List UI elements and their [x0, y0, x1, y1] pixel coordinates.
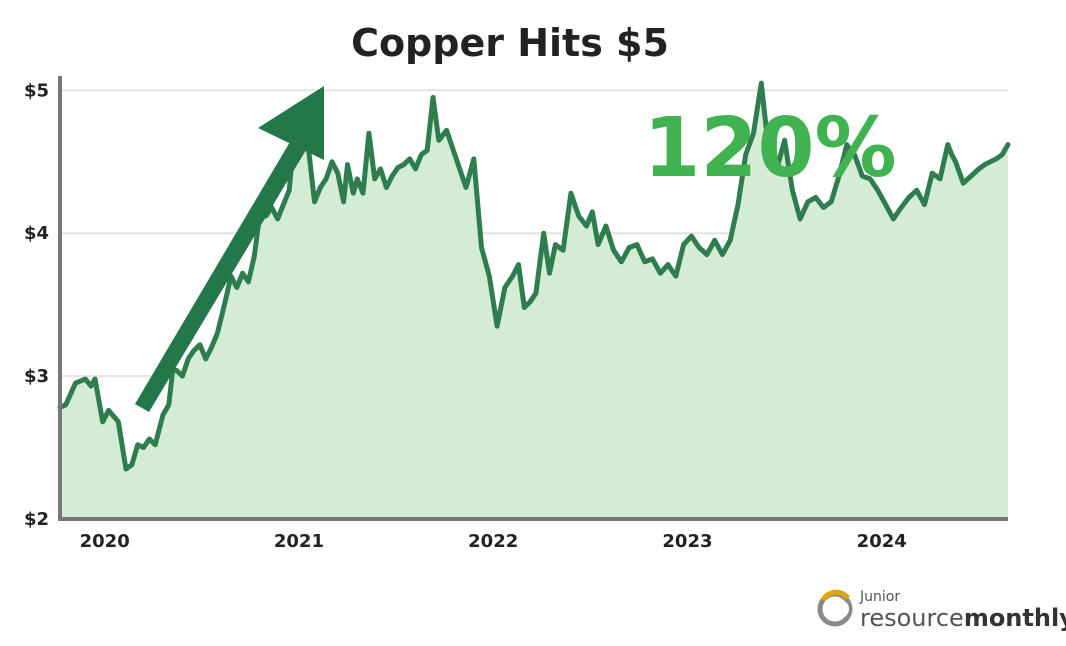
price-area-fill — [60, 83, 1008, 519]
x-tick-labels: 2020 2021 2022 2023 2024 — [80, 531, 907, 552]
logo-monthly: monthly — [964, 604, 1066, 632]
y-tick-label: $4 — [24, 223, 49, 244]
x-tick-label: 2020 — [80, 531, 130, 552]
x-tick-label: 2022 — [468, 531, 518, 552]
logo-line2: resourcemonthly — [860, 604, 1066, 632]
chart-title: Copper Hits $5 — [351, 21, 669, 65]
y-tick-label: $3 — [24, 366, 49, 387]
x-tick-label: 2021 — [274, 531, 324, 552]
ring-logo-icon — [817, 589, 853, 627]
logo-resource: resource — [860, 604, 964, 632]
price-line — [57, 80, 1011, 472]
logo-line1: Junior — [859, 589, 900, 605]
percent-gain-callout: 120% — [643, 101, 896, 196]
trend-arrow-icon — [135, 86, 324, 412]
y-tick-label: $2 — [24, 509, 49, 530]
y-tick-labels: $2 $3 $4 $5 — [24, 80, 49, 530]
x-tick-label: 2024 — [857, 531, 907, 552]
y-tick-label: $5 — [24, 80, 49, 101]
logo: Junior resourcemonthly — [817, 589, 1066, 632]
x-tick-label: 2023 — [662, 531, 712, 552]
